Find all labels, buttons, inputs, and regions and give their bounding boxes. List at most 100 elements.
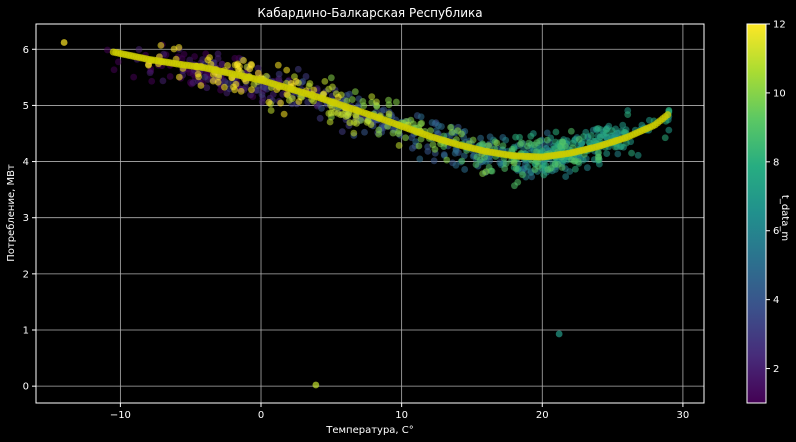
scatter-point [447,123,454,131]
scatter-point [346,119,354,127]
scatter-point [431,145,439,153]
x-tick-label: 10 [395,410,408,421]
scatter-point [267,107,275,114]
scatter-point [665,126,673,134]
colorbar-label: t_data_m [779,195,790,241]
scatter-point [318,104,325,112]
scatter-point [493,139,501,147]
scatter-point [180,50,188,58]
scatter-point [360,102,368,110]
scatter-point [566,168,574,175]
y-tick-label: 3 [23,213,29,224]
x-tick-label: −10 [110,410,131,421]
scatter-point [221,83,228,91]
scatter-point [562,173,570,181]
scatter-point [224,62,231,69]
scatter-point [201,73,209,81]
scatter-point [334,93,342,101]
scatter-point [283,90,291,98]
scatter-point [166,73,174,80]
scatter-point [350,129,358,137]
scatter-point [512,165,520,173]
scatter-point [230,83,237,91]
colorbar-ticks: 2 4 6 8 10 12 [766,20,786,375]
colorbar-tick-label: 12 [773,20,786,31]
scatter-point [519,171,526,179]
scatter-point [380,106,388,114]
scatter-point [385,110,393,118]
x-axis-label: Температура, С° [325,425,414,436]
scatter-point [104,46,111,54]
scatter-point [214,50,222,58]
scatter-point [428,119,436,126]
scatter-point [502,136,510,144]
scatter-point [392,98,400,106]
scatter-point [258,98,266,106]
scatter-point [325,110,333,117]
scatter-point [218,60,226,68]
scatter-point [574,158,582,166]
scatter-point [231,54,239,62]
scatter-point [254,64,262,72]
scatter-point [186,56,194,64]
grid-lines [36,24,704,403]
scatter-point [543,129,551,137]
x-axis-ticks: −10 0 10 20 30 [110,403,689,421]
scatter-point [524,163,531,171]
scatter-point [294,65,302,73]
scatter-point [619,121,627,129]
scatter-point [603,150,611,158]
scatter-point [591,137,598,145]
scatter-point [552,128,560,136]
scatter-point [531,166,539,174]
scatter-point [458,157,466,165]
scatter-point [130,73,138,81]
scatter-point [334,109,342,117]
scatter-point [351,88,359,96]
x-tick-label: 0 [258,410,264,421]
scatter-point [254,69,262,77]
scatter-point [572,165,579,173]
scatter-point [587,132,595,139]
scatter-point [634,151,642,159]
scatter-point [628,149,635,157]
scatter-point [482,168,490,176]
scatter-point [516,133,523,141]
scatter-point [348,96,356,103]
y-tick-label: 2 [23,269,29,280]
scatter-point [175,44,183,51]
scatter-point [543,136,551,144]
scatter-point [295,98,303,106]
scatter-point [248,86,255,94]
scatter-point [275,70,283,78]
scatter-point [614,150,622,158]
scatter-point [536,137,544,145]
scatter-point [518,139,525,147]
scatter-point [524,142,531,150]
colorbar-tick-label: 4 [773,295,779,306]
scatter-point [514,178,522,186]
scatter-point [316,114,324,122]
scatter-point [502,160,510,168]
scatter-point [206,54,213,61]
scatter-point [148,77,156,85]
scatter-point [611,143,619,151]
scatter-point [395,142,403,149]
scatter-point [540,171,548,179]
scatter-point [361,128,368,136]
scatter-point [402,134,409,142]
scatter-point [415,142,423,150]
scatter-point [438,123,445,130]
scatter-point [461,166,469,173]
scatter-point [416,155,424,163]
trend-point [664,111,672,119]
scatter-point [608,127,616,135]
scatter-point [321,77,329,85]
scatter-point [472,161,480,168]
scatter-point [368,93,376,101]
scatter-point [385,101,393,109]
scatter-point [568,156,575,164]
x-tick-label: 30 [677,410,690,421]
chart-title: Кабардино-Балкарская Республика [257,6,482,20]
